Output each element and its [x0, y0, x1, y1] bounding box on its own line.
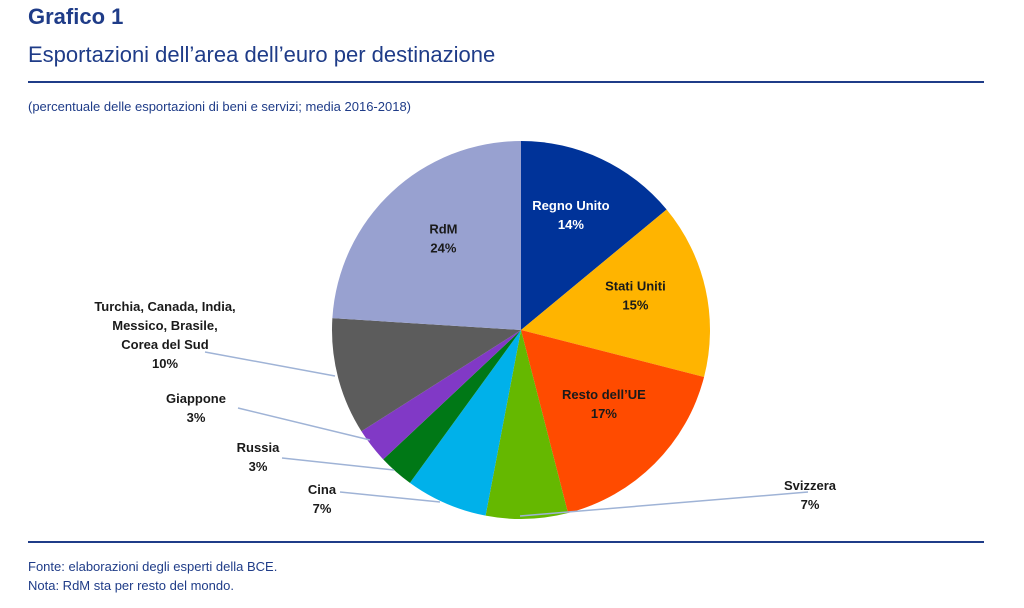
leader-line-cina: [339, 491, 441, 503]
leader-line-turchia-canada-india-messico-brasile-corea-del-sud: [204, 351, 336, 377]
slice-label-regno-unito: Regno Unito 14%: [532, 198, 609, 232]
chart-subtitle: (percentuale delle esportazioni di beni …: [28, 99, 412, 114]
slice-label-svizzera: Svizzera 7%: [784, 478, 837, 512]
slice-label-turchia-canada-india-messico-brasile-corea-del-sud: Turchia, Canada, India, Messico, Brasile,…: [94, 299, 235, 371]
header-divider: [28, 81, 984, 83]
pie-slice-rdm: [332, 141, 521, 330]
pie-slice-giappone: [361, 330, 521, 460]
figure-number: Grafico 1: [28, 4, 124, 29]
pie-slice-resto-dell-ue: [521, 330, 705, 514]
slice-label-cina: Cina 7%: [308, 482, 337, 516]
pie-slice-russia: [383, 330, 521, 483]
leader-line-svizzera: [519, 491, 809, 517]
footnote: Nota: RdM sta per resto del mondo.: [28, 578, 234, 593]
pie-slice-cina: [409, 330, 521, 516]
pie-slice-turchia-canada-india-messico-brasile-corea-del-sud: [331, 318, 521, 432]
leader-line-giappone: [237, 407, 371, 441]
pie-slice-svizzera: [485, 330, 568, 519]
slice-label-resto-dell-ue: Resto dell’UE 17%: [562, 387, 646, 421]
slice-label-rdm: RdM 24%: [429, 221, 457, 255]
chart-title: Esportazioni dell’area dell’euro per des…: [28, 42, 496, 67]
pie-slice-regno-unito: [521, 141, 667, 330]
leader-line-russia: [281, 457, 395, 471]
slice-label-stati-uniti: Stati Uniti 15%: [605, 278, 666, 312]
footer-divider: [28, 541, 984, 543]
slice-label-giappone: Giappone 3%: [166, 391, 226, 425]
source-note: Fonte: elaborazioni degli esperti della …: [28, 559, 278, 574]
pie-slice-stati-uniti: [521, 209, 710, 377]
slice-label-russia: Russia 3%: [237, 440, 280, 474]
